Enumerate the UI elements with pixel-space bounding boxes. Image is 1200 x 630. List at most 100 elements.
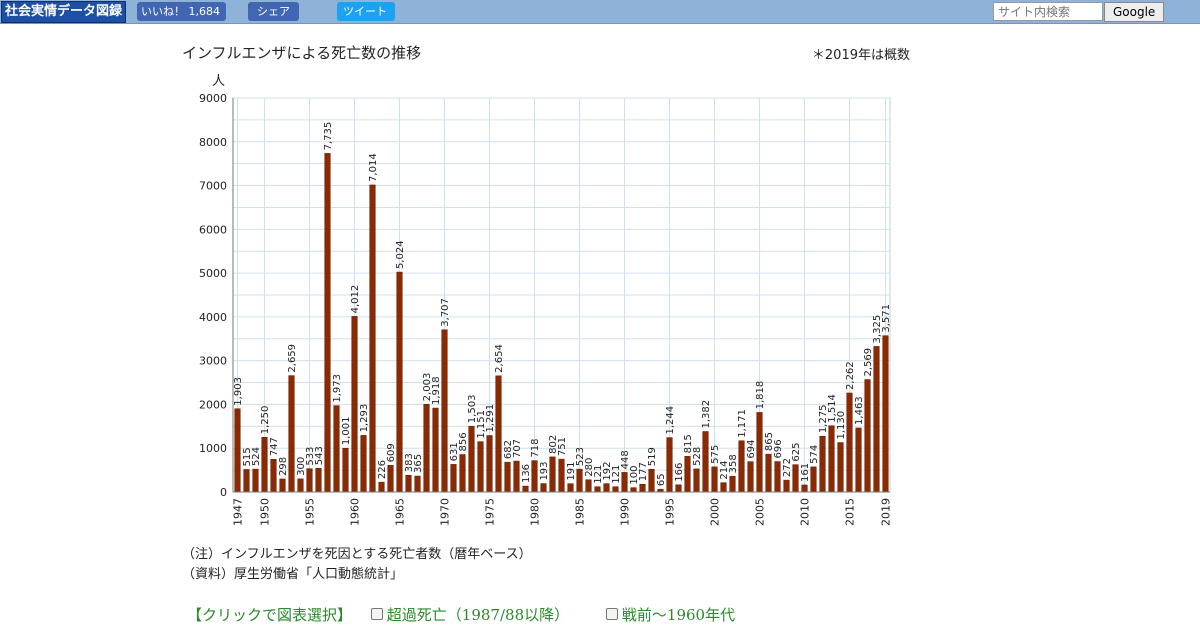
bar [495,375,502,493]
bar [801,484,808,493]
data-label: 358 [728,454,739,473]
facebook-share-button[interactable]: シェア [248,2,299,21]
bar [405,474,412,493]
bar [387,465,394,493]
x-tick-label: 1955 [304,498,317,526]
bar [720,482,727,493]
facebook-like-button[interactable]: いいね！ 1,684 [137,2,226,21]
bar [648,469,655,493]
site-logo[interactable]: 社会実情データ図録 [1,1,127,23]
data-label: 865 [764,432,775,451]
bar [459,454,466,493]
prewar-checkbox[interactable] [605,608,618,620]
site-search-input[interactable] [993,2,1103,21]
data-label: 448 [620,450,631,469]
data-label: 2,654 [494,344,505,373]
tweet-button[interactable]: ツイート [337,2,395,21]
data-label: 3,325 [872,315,883,344]
chart-note: ＊2019年は概数 [811,48,910,63]
bar [882,335,889,493]
bar [855,427,862,493]
bar [621,472,628,493]
y-tick-label: 5000 [199,267,227,280]
data-label: 1,151 [476,410,487,439]
bar [594,486,601,493]
data-label: 1,903 [233,377,244,406]
bar [234,408,241,493]
data-label: 121 [611,465,622,484]
bar [432,407,439,493]
bar [423,404,430,493]
data-label: 214 [719,461,730,480]
data-label: 523 [575,447,586,466]
data-label: 815 [683,434,694,453]
bar [441,329,448,493]
data-label: 533 [305,447,316,466]
data-label: 707 [512,439,523,458]
bar [729,476,736,493]
data-label: 272 [782,458,793,477]
data-label: 100 [629,466,640,485]
bar [315,467,322,493]
chart-footnote-source: （資料）厚生労働省「人口動態統計」 [182,567,404,582]
data-label: 528 [692,447,703,466]
x-tick-label: 1985 [574,498,587,526]
prewar-link[interactable]: 戦前～1960年代 [621,606,736,624]
bar [558,458,565,493]
data-label: 1,918 [431,376,442,405]
data-label: 524 [251,447,262,466]
data-label: 694 [746,440,757,459]
y-tick-label: 8000 [199,136,227,149]
data-label: 1,275 [818,405,829,434]
y-tick-label: 3000 [199,355,227,368]
data-label: 631 [449,442,460,461]
bar [243,469,250,493]
bar [549,456,556,493]
y-axis-unit-label: 人 [212,74,226,89]
x-tick-label: 2015 [844,498,857,526]
bar [837,442,844,493]
data-label: 2,569 [863,348,874,377]
bar [819,435,826,493]
data-label: 7,014 [368,153,379,182]
data-label: 1,293 [359,404,370,433]
bar [468,425,475,493]
bar [630,487,637,493]
y-tick-label: 4000 [199,311,227,324]
y-tick-label: 1000 [199,442,227,455]
excess-deaths-checkbox[interactable] [370,608,383,620]
bar [333,405,340,493]
x-tick-label: 1965 [394,498,407,526]
data-label: 751 [557,437,568,456]
chart-selector: 【クリックで図表選択】 超過死亡（1987/88以降） 戦前～1960年代 [187,604,753,625]
google-search-button[interactable]: Google [1104,2,1165,22]
bar [279,478,286,493]
x-tick-label: 2019 [880,498,893,526]
data-label: 682 [503,440,514,459]
data-label: 1,244 [665,406,676,435]
excess-deaths-link[interactable]: 超過死亡（1987/88以降） [386,606,570,624]
y-tick-label: 0 [220,486,227,499]
bar [540,483,547,493]
data-label: 747 [269,437,280,456]
bar [261,437,268,493]
bar [846,392,853,493]
bar [864,379,871,493]
x-tick-label: 1980 [529,498,542,526]
bar [792,464,799,493]
data-label: 193 [539,461,550,480]
data-label: 1,503 [467,395,478,424]
data-label: 519 [647,447,658,466]
data-label: 1,130 [836,411,847,440]
bar [351,316,358,493]
bar [702,431,709,493]
chart-title: インフルエンザによる死亡数の推移 [182,44,422,62]
y-tick-label: 7000 [199,180,227,193]
data-label: 177 [638,462,649,481]
data-label: 2,262 [845,361,856,390]
data-label: 7,735 [323,122,334,151]
bar [675,484,682,493]
bar [603,483,610,493]
bar [396,271,403,493]
data-label: 166 [674,463,685,482]
